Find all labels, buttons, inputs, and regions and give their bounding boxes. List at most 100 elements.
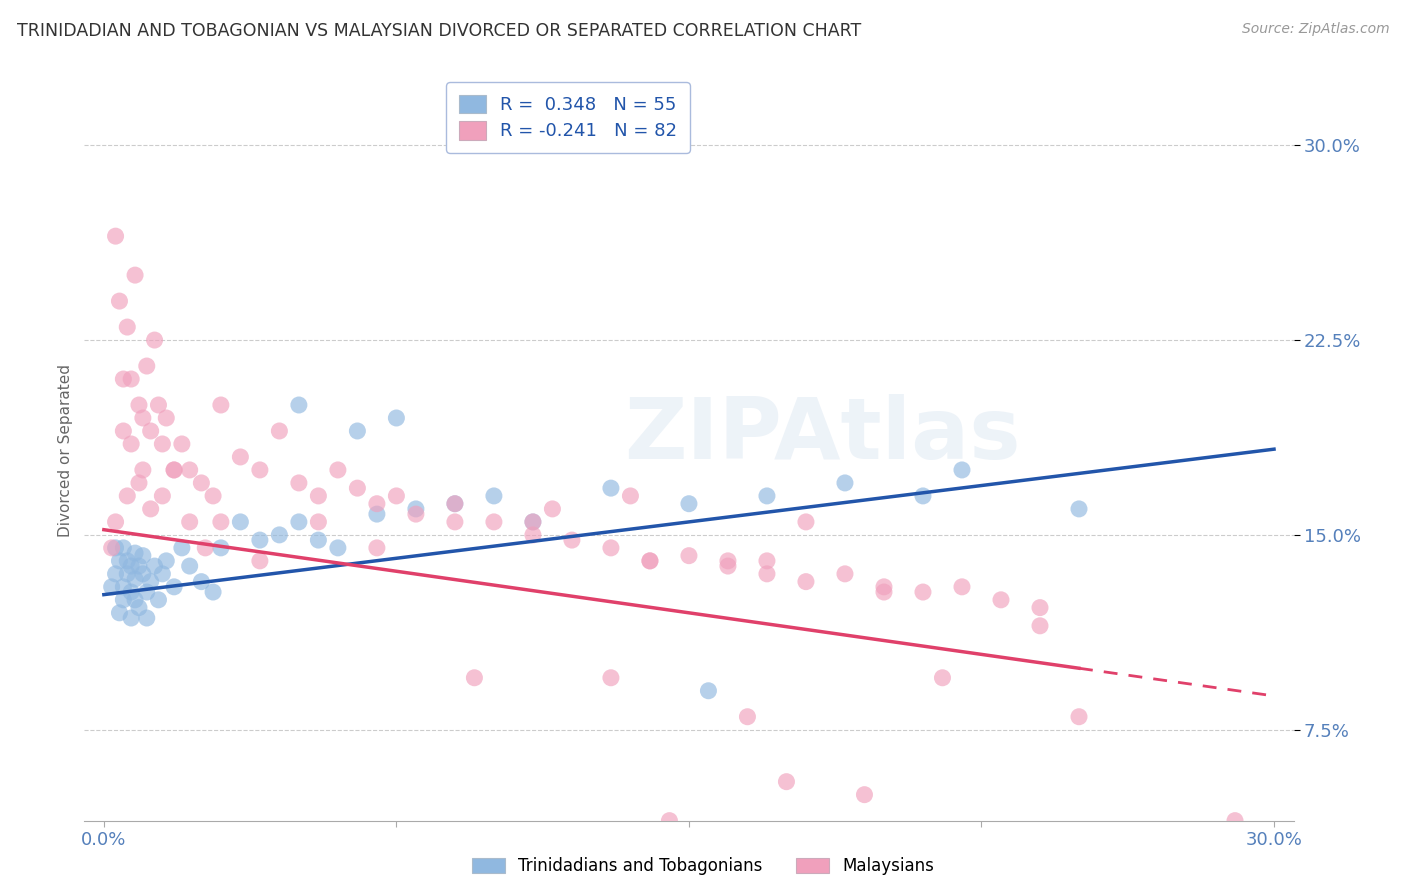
Point (108, 294, 131, 309)
Point (143, 559, 166, 574)
Point (132, 566, 155, 581)
Point (405, 507, 427, 521)
Point (522, 515, 544, 529)
Point (190, 475, 212, 490)
Point (179, 515, 201, 529)
Point (100, 541, 122, 555)
Point (108, 606, 131, 620)
Point (873, 585, 896, 599)
Point (229, 515, 252, 529)
Point (112, 580, 135, 594)
Point (124, 546, 146, 560)
Point (163, 463, 186, 477)
Point (209, 515, 232, 529)
Point (307, 489, 329, 503)
Point (112, 424, 135, 438)
Point (755, 554, 778, 568)
Point (209, 398, 232, 412)
Point (522, 515, 544, 529)
Point (288, 475, 311, 490)
Point (124, 592, 146, 607)
Point (366, 541, 388, 555)
Point (288, 515, 311, 529)
Point (911, 585, 934, 599)
Point (755, 566, 778, 581)
Point (155, 554, 177, 568)
Point (202, 585, 225, 599)
Point (288, 398, 311, 412)
Point (269, 528, 291, 542)
Point (117, 554, 139, 568)
Point (194, 541, 217, 555)
Point (911, 489, 934, 503)
Point (1029, 600, 1052, 615)
Point (326, 463, 349, 477)
Point (482, 515, 505, 529)
Point (179, 559, 201, 574)
Point (678, 549, 700, 563)
Point (229, 450, 252, 464)
Point (170, 541, 193, 555)
Point (326, 541, 349, 555)
Text: Source: ZipAtlas.com: Source: ZipAtlas.com (1241, 22, 1389, 37)
Legend: R =  0.348   N = 55, R = -0.241   N = 82: R = 0.348 N = 55, R = -0.241 N = 82 (446, 82, 690, 153)
Point (163, 463, 186, 477)
Point (117, 489, 139, 503)
Point (385, 489, 408, 503)
Point (120, 585, 142, 599)
Point (148, 398, 170, 412)
Point (638, 554, 661, 568)
Point (717, 559, 740, 574)
Point (873, 580, 896, 594)
Point (124, 572, 146, 586)
Point (135, 359, 157, 373)
Point (108, 554, 131, 568)
Point (269, 424, 291, 438)
Point (931, 671, 953, 685)
Point (179, 463, 201, 477)
Point (794, 574, 817, 589)
Point (307, 515, 329, 529)
Point (124, 268, 146, 282)
Point (150, 566, 173, 581)
Point (202, 489, 225, 503)
Point (307, 533, 329, 547)
Point (132, 549, 155, 563)
Point (346, 481, 368, 495)
Point (120, 611, 142, 625)
Point (834, 566, 856, 581)
Point (150, 489, 173, 503)
Point (150, 437, 173, 451)
Point (135, 585, 157, 599)
Point (128, 475, 150, 490)
Point (120, 559, 142, 574)
Point (249, 554, 271, 568)
Point (658, 814, 681, 828)
Point (120, 437, 142, 451)
Point (249, 463, 271, 477)
Point (444, 515, 467, 529)
Point (737, 710, 759, 724)
Point (366, 507, 388, 521)
Point (112, 372, 135, 386)
Point (561, 533, 583, 547)
Point (117, 566, 139, 581)
Point (170, 437, 193, 451)
Point (794, 515, 817, 529)
Point (128, 398, 150, 412)
Point (148, 592, 170, 607)
Point (128, 600, 150, 615)
Point (444, 497, 467, 511)
Point (600, 671, 623, 685)
Point (143, 333, 166, 347)
Point (104, 229, 127, 244)
Point (104, 515, 127, 529)
Point (112, 592, 135, 607)
Point (755, 489, 778, 503)
Legend: Trinidadians and Tobagonians, Malaysians: Trinidadians and Tobagonians, Malaysians (465, 851, 941, 882)
Point (638, 554, 661, 568)
Point (249, 533, 271, 547)
Point (104, 541, 127, 555)
Point (717, 554, 740, 568)
Point (600, 541, 623, 555)
